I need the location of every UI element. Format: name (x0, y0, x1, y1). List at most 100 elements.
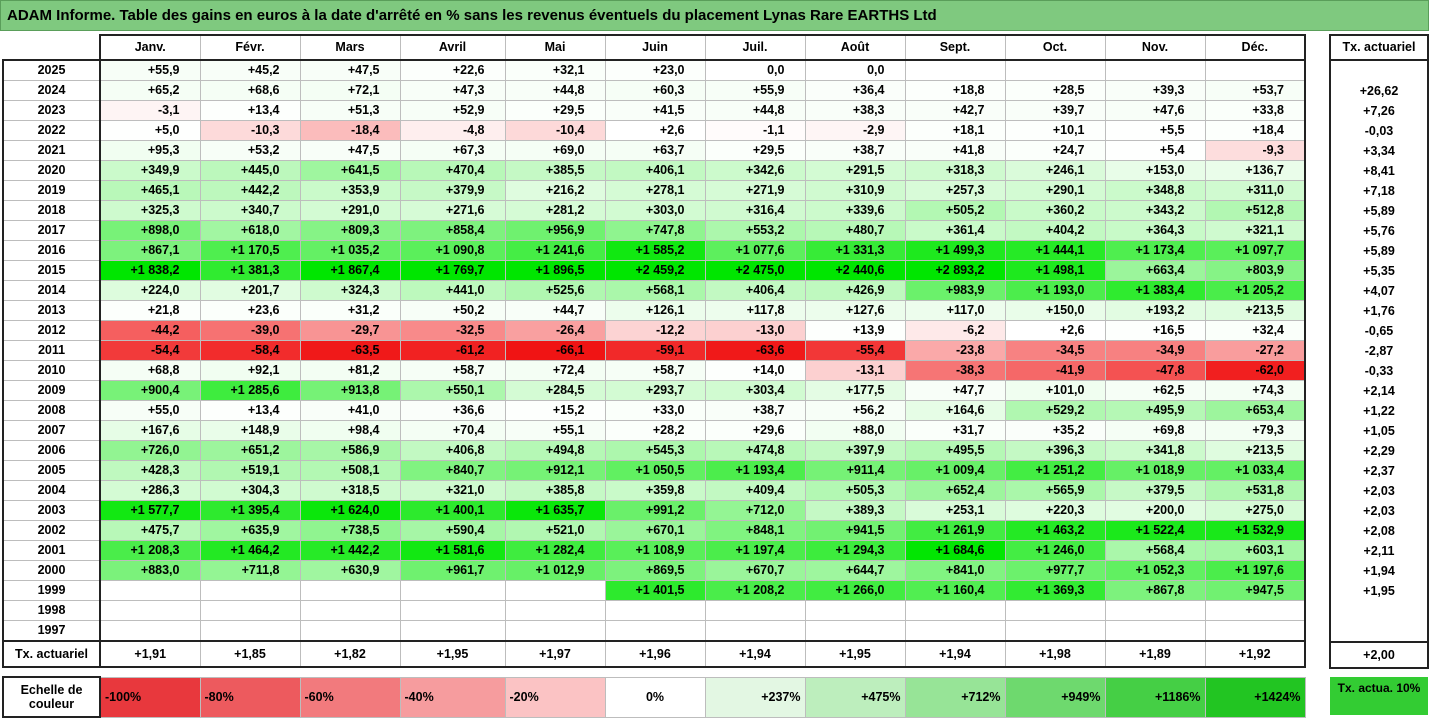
gain-cell (99, 580, 201, 601)
gain-cell: +913,8 (299, 380, 401, 401)
gain-cell: +848,1 (704, 520, 806, 541)
year-cell: 2025 (2, 59, 101, 81)
gain-cell: +1 052,3 (1104, 560, 1206, 581)
gain-cell: +136,7 (1204, 160, 1306, 181)
gain-cell: +318,3 (904, 160, 1006, 181)
gain-cell: -55,4 (804, 340, 906, 361)
gain-cell: +508,1 (299, 460, 401, 481)
gain-cell: +339,6 (804, 200, 906, 221)
actuarial-rate-cell: +2,37 (1329, 461, 1429, 481)
gain-cell (99, 600, 201, 621)
year-cell: 2019 (2, 180, 101, 201)
actuarial-rate-cell: -2,87 (1329, 341, 1429, 361)
gain-cell: +311,0 (1204, 180, 1306, 201)
gain-cell: +991,2 (604, 500, 706, 521)
gain-cell: +74,3 (1204, 380, 1306, 401)
gain-cell: +441,0 (399, 280, 506, 301)
year-cell: 2020 (2, 160, 101, 181)
gain-cell: -41,9 (1004, 360, 1106, 381)
actuarial-rate-column: Tx. actuariel +26,62 +7,26 -0,03 +3,34 +8,41… (1329, 34, 1429, 669)
gain-cell: -29,7 (299, 320, 401, 341)
gain-cell: +310,9 (804, 180, 906, 201)
gain-cell: +670,1 (604, 520, 706, 541)
gain-cell: +1 381,3 (199, 260, 301, 281)
gain-cell: +5,0 (99, 120, 201, 141)
actuarial-rate-cell: -0,03 (1329, 121, 1429, 141)
gain-cell: +148,9 (199, 420, 301, 441)
table-row: 1998 (2, 600, 1306, 621)
gain-cell: -18,4 (299, 120, 401, 141)
table-row: 2007 +167,6 +148,9 +98,4 +70,4 +55,1 +28,2 +29,… (2, 420, 1306, 441)
gain-cell: +31,7 (904, 420, 1006, 441)
month-header: Juil. (704, 34, 806, 61)
gain-cell: +470,4 (399, 160, 506, 181)
gain-cell: +529,2 (1004, 400, 1106, 421)
month-header: Sept. (904, 34, 1006, 61)
gain-cell: +406,1 (604, 160, 706, 181)
gain-cell: -10,4 (504, 120, 606, 141)
gain-cell: +200,0 (1104, 500, 1206, 521)
gain-cell: +126,1 (604, 300, 706, 321)
gain-cell: +663,4 (1104, 260, 1206, 281)
monthly-actuarial-cell: +1,95 (399, 640, 506, 668)
year-cell: 2022 (2, 120, 101, 141)
monthly-actuarial-cell: +1,92 (1204, 640, 1306, 668)
table-row: +4,07 (1329, 281, 1429, 301)
month-header: Nov. (1104, 34, 1206, 61)
month-header: Août (804, 34, 906, 61)
table-row: +5,35 (1329, 261, 1429, 281)
gain-cell: +361,4 (904, 220, 1006, 241)
year-cell: 2003 (2, 500, 101, 521)
gain-cell: +2 459,2 (604, 260, 706, 281)
gain-cell: +590,4 (399, 520, 506, 541)
gain-cell (1104, 59, 1206, 81)
table-row: +5,89 (1329, 241, 1429, 261)
gain-cell: +55,9 (99, 59, 201, 81)
gain-cell: +42,7 (904, 100, 1006, 121)
year-cell: 2017 (2, 220, 101, 241)
gain-cell: +29,6 (704, 420, 806, 441)
actuarial-rate-cell: +7,18 (1329, 181, 1429, 201)
monthly-actuarial-cell: +1,98 (1004, 640, 1106, 668)
gain-cell: +55,1 (504, 420, 606, 441)
gain-cell: +216,2 (504, 180, 606, 201)
gain-cell: +977,7 (1004, 560, 1106, 581)
gain-cell: +1 035,2 (299, 240, 401, 261)
gain-cell: +653,4 (1204, 400, 1306, 421)
gain-cell (299, 600, 401, 621)
gain-cell: +618,0 (199, 220, 301, 241)
gain-cell: +117,8 (704, 300, 806, 321)
gain-cell: +343,2 (1104, 200, 1206, 221)
gain-cell (804, 600, 906, 621)
gain-cell: +505,2 (904, 200, 1006, 221)
gain-cell: +291,0 (299, 200, 401, 221)
year-cell: 2013 (2, 300, 101, 321)
gain-cell: -23,8 (904, 340, 1006, 361)
gain-cell: +947,5 (1204, 580, 1306, 601)
table-row (1329, 601, 1429, 621)
gain-cell: +5,4 (1104, 140, 1206, 161)
gain-cell: +117,0 (904, 300, 1006, 321)
gain-cell (299, 620, 401, 642)
actuarial-rate-header: Tx. actuariel (1329, 34, 1429, 61)
table-row: -0,65 (1329, 321, 1429, 341)
gain-cell: +867,1 (99, 240, 201, 261)
gain-cell: +69,8 (1104, 420, 1206, 441)
legend-swatch: 0% (604, 676, 706, 718)
year-cell: 2016 (2, 240, 101, 261)
gain-cell: +525,6 (504, 280, 606, 301)
table-row: 2000 +883,0 +711,8 +630,9 +961,7 +1 012,9 +869… (2, 560, 1306, 581)
gain-cell: +1 581,6 (399, 540, 506, 561)
table-row: +1,05 (1329, 421, 1429, 441)
table-row: +8,41 (1329, 161, 1429, 181)
gain-cell (904, 59, 1006, 81)
legend-swatch: -100% (99, 676, 201, 718)
table-row (1329, 621, 1429, 643)
gain-cell: +941,5 (804, 520, 906, 541)
actuarial-total-row: Tx. actuariel +1,91 +1,85 +1,82 +1,95 +1,97 +1… (2, 640, 1306, 668)
gain-cell: +47,5 (299, 59, 401, 81)
gain-cell: +1 012,9 (504, 560, 606, 581)
gain-cell: +275,0 (1204, 500, 1306, 521)
gain-cell: +603,1 (1204, 540, 1306, 561)
gain-cell: +290,1 (1004, 180, 1106, 201)
